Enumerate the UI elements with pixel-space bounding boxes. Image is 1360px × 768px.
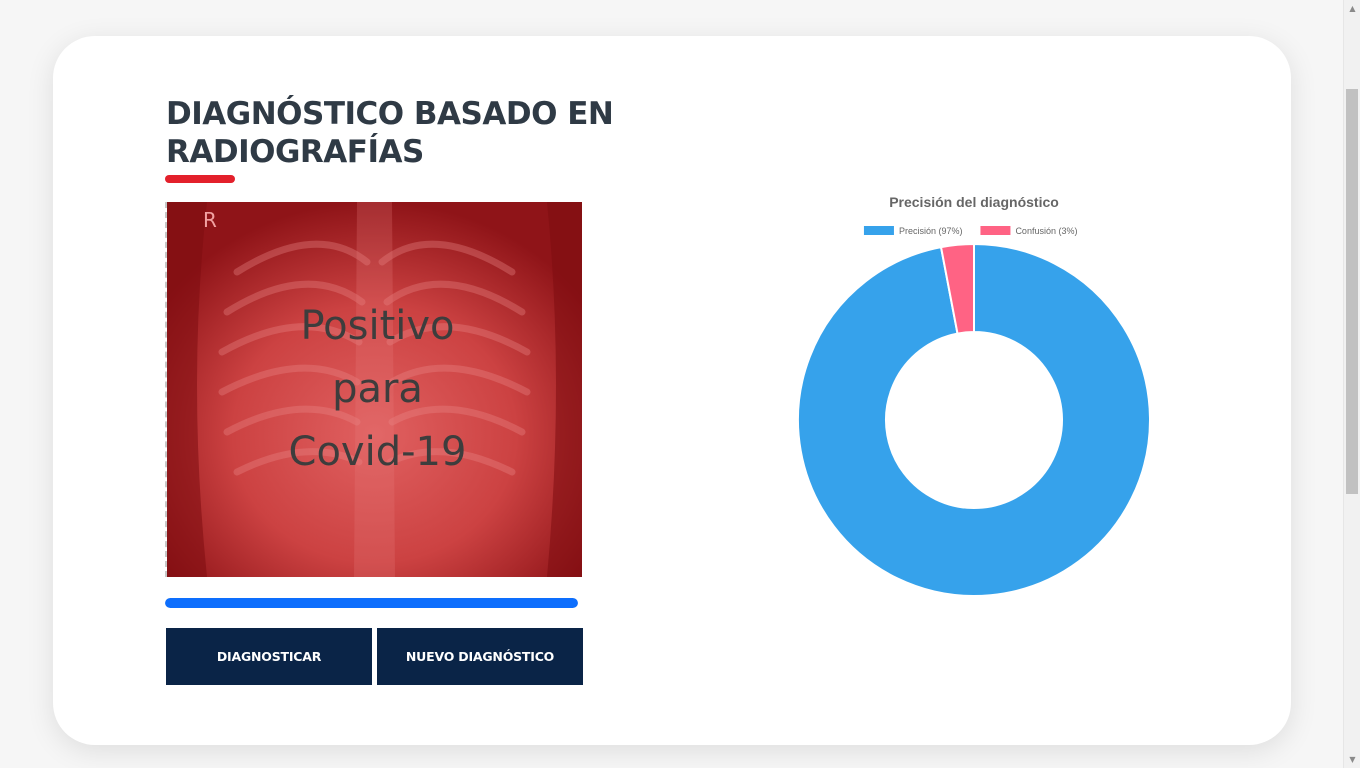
result-line-1: Positivo bbox=[300, 303, 455, 349]
diagnose-button[interactable]: DIAGNOSTICAR bbox=[166, 628, 372, 685]
scroll-down-arrow-icon[interactable]: ▼ bbox=[1349, 755, 1356, 764]
chart-slice-2[interactable] bbox=[939, 242, 975, 335]
xray-image bbox=[167, 202, 582, 577]
page-title: DIAGNÓSTICO BASADO EN RADIOGRAFÍAS bbox=[166, 95, 646, 171]
vertical-scrollbar[interactable]: ▲ ▼ bbox=[1343, 0, 1360, 768]
page-title-line-1: DIAGNÓSTICO BASADO EN bbox=[166, 96, 614, 132]
result-line-3: Covid-19 bbox=[288, 429, 467, 475]
legend-label-2[interactable]: Confusión (3%) bbox=[1015, 226, 1077, 236]
legend-label-1[interactable]: Precisión (97%) bbox=[899, 226, 963, 236]
chart-legend: Precisión (97%) Confusión (3%) bbox=[863, 226, 1077, 236]
scroll-up-arrow-icon[interactable]: ▲ bbox=[1349, 4, 1356, 13]
accuracy-chart: Precisión del diagnóstico Precisión (97%… bbox=[770, 186, 1180, 606]
result-line-2: para bbox=[332, 366, 423, 412]
page-title-line-2: RADIOGRAFÍAS bbox=[166, 134, 424, 170]
new-diagnosis-button[interactable]: NUEVO DIAGNÓSTICO bbox=[377, 628, 583, 685]
diagnosis-result-text: Positivo para Covid-19 bbox=[167, 202, 582, 577]
legend-swatch-1[interactable] bbox=[863, 226, 894, 235]
title-underline bbox=[165, 175, 235, 183]
xray-image-dropzone[interactable]: R Positivo para Covid-19 bbox=[165, 202, 582, 577]
progress-bar-fill bbox=[165, 598, 578, 608]
legend-swatch-2[interactable] bbox=[980, 226, 1011, 235]
chart-slice-1[interactable] bbox=[797, 242, 1151, 597]
chart-slices bbox=[797, 242, 1151, 597]
xray-side-marker: R bbox=[203, 208, 217, 232]
chart-title: Precisión del diagnóstico bbox=[889, 194, 1059, 210]
accuracy-doughnut-chart: Precisión del diagnóstico Precisión (97%… bbox=[797, 194, 1151, 597]
scrollbar-thumb[interactable] bbox=[1346, 89, 1358, 494]
diagnosis-progress-bar bbox=[165, 598, 578, 608]
